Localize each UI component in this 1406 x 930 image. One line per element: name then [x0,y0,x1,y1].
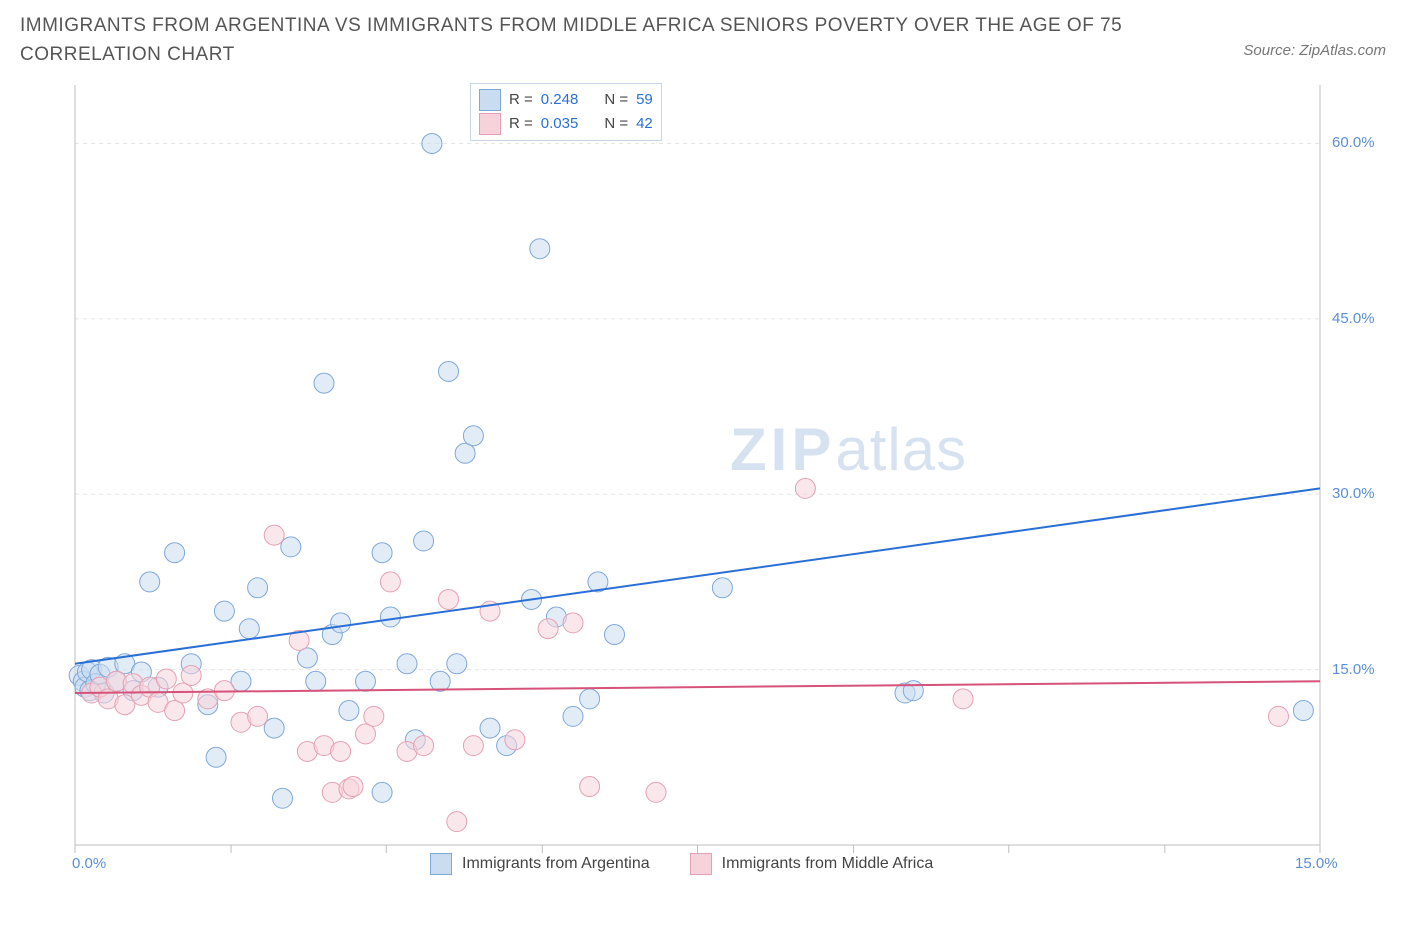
x-axis-origin-label: 0.0% [72,855,106,872]
series-legend-item-argentina: Immigrants from Argentina [430,853,650,875]
scatter-plot [20,85,1386,875]
legend-swatch [430,853,452,875]
series-legend-item-middle_africa: Immigrants from Middle Africa [690,853,934,875]
correlation-legend-row-argentina: R = 0.248 N = 59 [479,88,653,112]
n-value: 42 [636,112,653,136]
r-label: R = [509,88,533,112]
header: IMMIGRANTS FROM ARGENTINA VS IMMIGRANTS … [20,12,1386,69]
correlation-legend-row-middle_africa: R = 0.035 N = 42 [479,112,653,136]
y-tick-label: 30.0% [1332,485,1375,502]
legend-swatch [479,89,501,111]
y-tick-label: 45.0% [1332,310,1375,327]
legend-swatch [479,113,501,135]
correlation-legend: R = 0.248 N = 59 R = 0.035 N = 42 [470,83,662,141]
r-value: 0.248 [541,88,579,112]
source-prefix: Source: [1243,42,1299,59]
legend-swatch [690,853,712,875]
n-label: N = [604,112,628,136]
n-label: N = [604,88,628,112]
chart-area: Seniors Poverty Over the Age of 75 ZIPat… [20,85,1386,875]
x-axis-end-label: 15.0% [1295,855,1338,872]
series-legend-label: Immigrants from Middle Africa [722,855,934,873]
y-tick-label: 60.0% [1332,134,1375,151]
y-tick-label: 15.0% [1332,661,1375,678]
source-line: Source: ZipAtlas.com [1243,42,1386,59]
chart-title: IMMIGRANTS FROM ARGENTINA VS IMMIGRANTS … [20,12,1140,69]
series-legend: Immigrants from Argentina Immigrants from… [430,853,933,875]
r-label: R = [509,112,533,136]
n-value: 59 [636,88,653,112]
source-name: ZipAtlas.com [1299,42,1386,59]
r-value: 0.035 [541,112,579,136]
series-legend-label: Immigrants from Argentina [462,855,650,873]
